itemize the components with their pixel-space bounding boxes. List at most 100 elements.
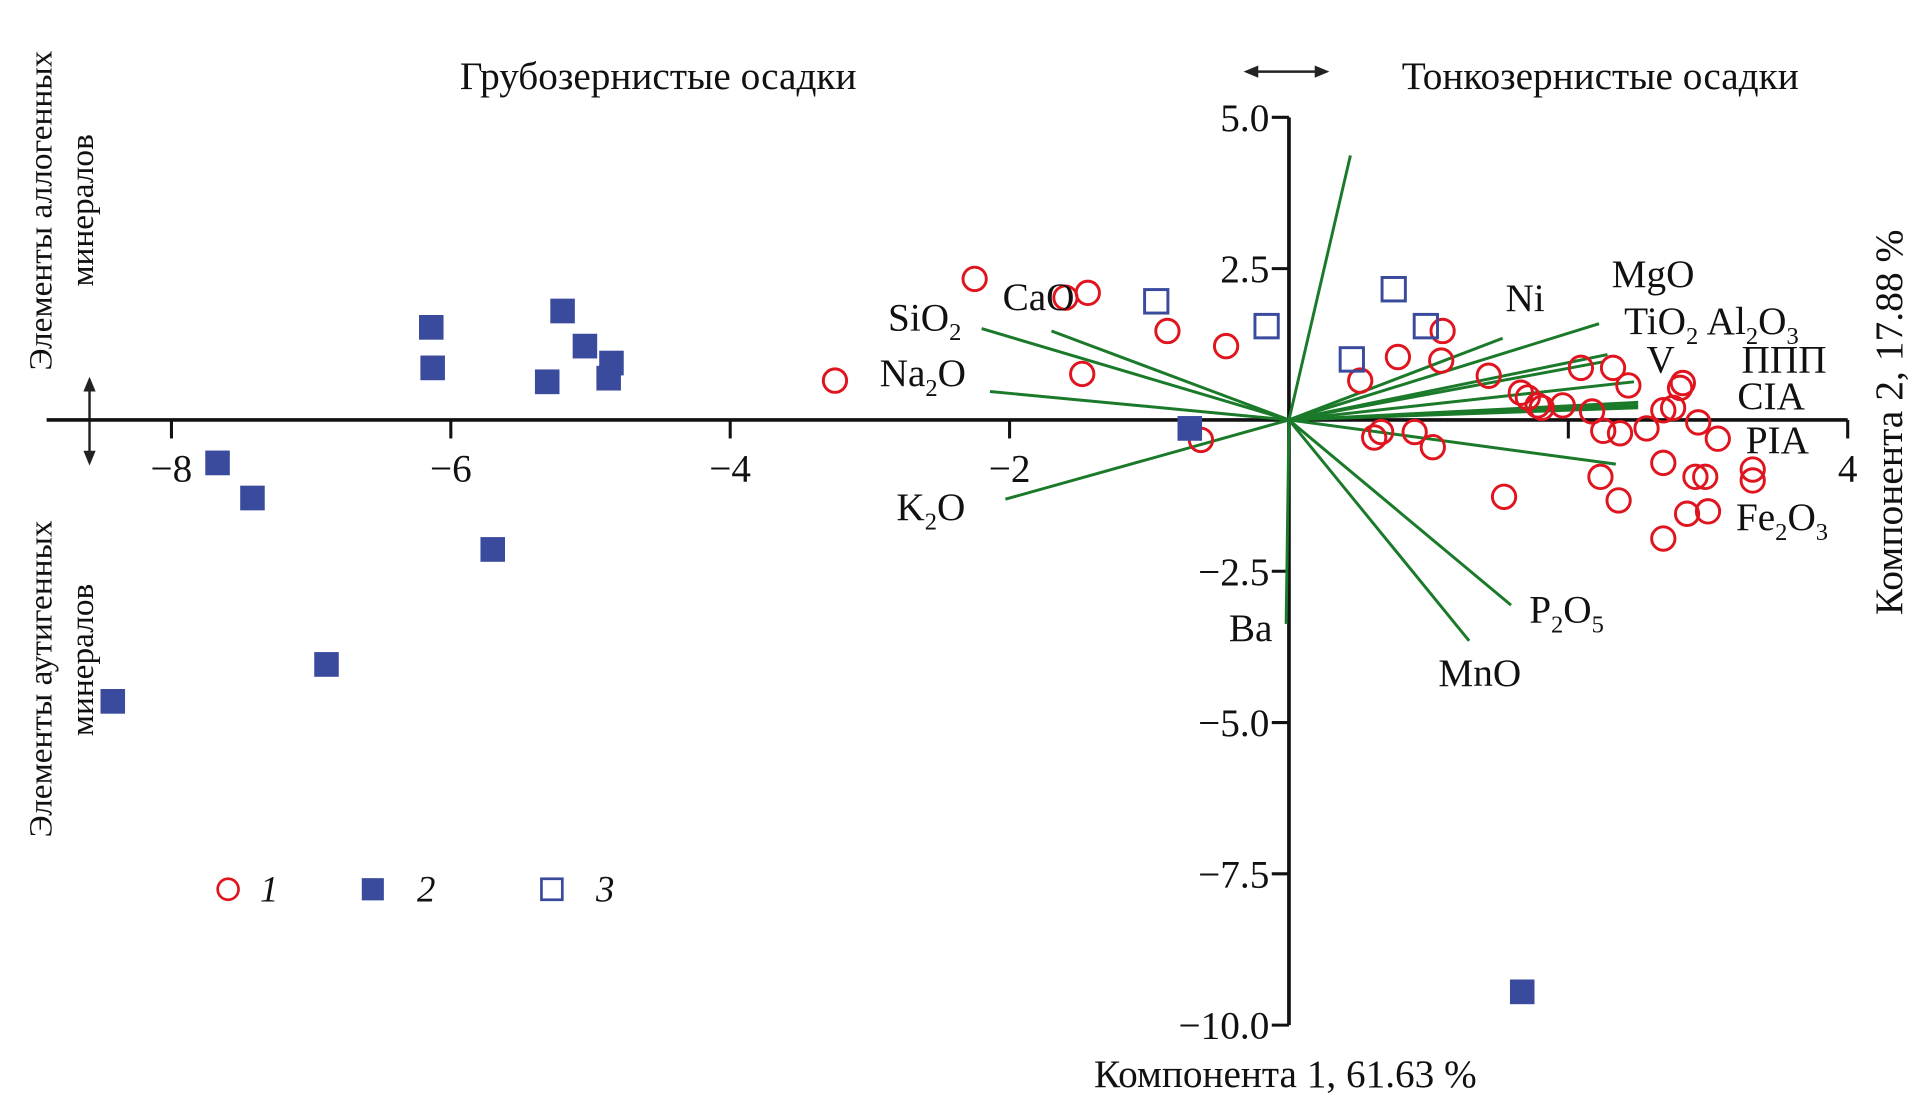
loading-vector-cao — [1050, 329, 1290, 422]
point-series-1 — [1347, 367, 1374, 394]
point-series-1 — [1673, 500, 1701, 527]
point-series-1 — [1528, 394, 1555, 422]
vector-label: TiO2 — [1624, 299, 1698, 350]
point-series-1 — [1578, 398, 1606, 425]
point-series-1 — [1074, 279, 1101, 307]
y-tick-label: 5.0 — [1220, 96, 1269, 140]
point-series-2 — [572, 333, 598, 359]
point-series-1 — [1368, 418, 1395, 446]
point-series-1 — [1739, 456, 1766, 483]
point-series-1 — [1428, 347, 1455, 374]
point-series-1 — [1361, 424, 1388, 451]
annotation-fine-sediments: Тонкозернистые осадки — [1402, 54, 1799, 98]
vector-label: SiO2 — [888, 295, 961, 346]
annotation-authigenic-line2: минералов — [64, 584, 101, 736]
legend-label-1: 1 — [260, 869, 278, 910]
point-series-2 — [534, 369, 560, 395]
point-series-1 — [1490, 483, 1518, 511]
point-series-1 — [1650, 449, 1677, 477]
point-series-1 — [1587, 463, 1614, 491]
point-series-1 — [1605, 487, 1632, 514]
loading-vector-na2o — [989, 390, 1290, 422]
point-series-1 — [1685, 409, 1712, 436]
vector-label: Fe2O3 — [1736, 495, 1828, 546]
x-tick-label: −8 — [151, 447, 193, 491]
point-series-2 — [100, 689, 126, 714]
point-series-1 — [1549, 392, 1576, 419]
point-series-1 — [1599, 354, 1627, 382]
y-tick-label: −5.0 — [1198, 701, 1269, 745]
point-series-2 — [480, 537, 505, 562]
y-tick-label: −7.5 — [1198, 852, 1269, 896]
vector-label: PIA — [1746, 418, 1810, 462]
point-series-3 — [1380, 275, 1407, 303]
axes: −8 −6 −4 −2 4 5.0 2.5 −2.5 −5.0 −7.5 −10.0 — [46, 96, 1858, 1048]
point-series-1 — [1682, 463, 1709, 491]
legend-marker-1 — [216, 877, 240, 902]
annotation-coarse-sediments: Грубозернистые осадки — [460, 54, 857, 98]
data-points — [100, 265, 1766, 1005]
point-series-2 — [596, 365, 621, 391]
x-tick-label: −2 — [989, 447, 1031, 491]
vector-label: CIA — [1737, 374, 1805, 418]
point-series-2 — [1177, 416, 1203, 441]
point-series-1 — [1666, 374, 1694, 402]
vector-label: CaO — [1003, 275, 1075, 319]
point-series-1 — [1650, 525, 1677, 552]
point-series-1 — [1507, 379, 1534, 406]
loading-vector-mno — [1287, 418, 1471, 642]
point-series-1 — [1704, 425, 1731, 452]
loading-vector-k2o — [1004, 418, 1290, 501]
legend-label-3: 3 — [595, 869, 614, 910]
point-series-1 — [1212, 332, 1240, 360]
vector-label: Al2O3 — [1707, 299, 1799, 350]
point-series-3 — [1338, 346, 1365, 373]
loading-vector — [1287, 155, 1352, 421]
point-series-1 — [1429, 317, 1456, 345]
vector-label: ППП — [1742, 338, 1827, 382]
double-arrow-horizontal-icon — [1243, 65, 1330, 78]
y-tick-label: 2.5 — [1220, 247, 1269, 291]
y-tick-label: −10.0 — [1179, 1004, 1270, 1048]
point-series-1 — [1567, 354, 1595, 382]
point-series-1 — [1384, 343, 1412, 371]
vector-label: Na2O — [880, 351, 966, 402]
point-series-1 — [1739, 467, 1766, 494]
point-series-1 — [1590, 417, 1617, 445]
point-series-2 — [419, 314, 444, 340]
vector-label: MgO — [1612, 252, 1695, 296]
vector-label: MnO — [1438, 651, 1521, 695]
loading-vector-v — [1288, 380, 1635, 422]
point-series-1 — [1524, 392, 1551, 419]
x-axis-label: Компонента 1, 61.63 % — [1094, 1052, 1477, 1096]
legend-marker-2 — [361, 878, 384, 901]
loading-vector-sio2 — [981, 327, 1290, 422]
annotation-authigenic-line1: Элементы аутигенных — [23, 520, 60, 837]
vector-label: Ni — [1505, 276, 1544, 320]
point-series-1 — [1633, 415, 1660, 442]
legend-marker-3 — [540, 877, 564, 902]
legend: 1 2 3 — [216, 869, 614, 910]
point-series-1 — [1419, 433, 1446, 461]
legend-label-2: 2 — [417, 869, 435, 910]
point-series-3 — [1412, 312, 1439, 340]
point-series-1 — [961, 265, 988, 293]
point-series-2 — [314, 652, 339, 677]
point-series-1 — [1694, 498, 1722, 525]
point-series-2 — [205, 450, 230, 476]
loading-vector-fe2o3 — [1288, 418, 1617, 466]
x-tick-label: −6 — [430, 447, 472, 491]
point-series-2 — [420, 355, 445, 381]
point-series-1 — [1606, 420, 1634, 447]
point-series-1 — [1669, 369, 1696, 397]
point-series-1 — [1475, 362, 1502, 389]
x-tick-label: −4 — [709, 447, 751, 491]
point-series-2 — [240, 485, 265, 511]
y-axis-label: Компонента 2, 17.88 % — [1867, 230, 1911, 616]
point-series-2 — [550, 298, 575, 324]
point-series-1 — [821, 367, 849, 394]
point-series-2 — [1509, 979, 1535, 1005]
point-series-1 — [1615, 372, 1642, 399]
vector-label: P2O5 — [1529, 588, 1604, 639]
